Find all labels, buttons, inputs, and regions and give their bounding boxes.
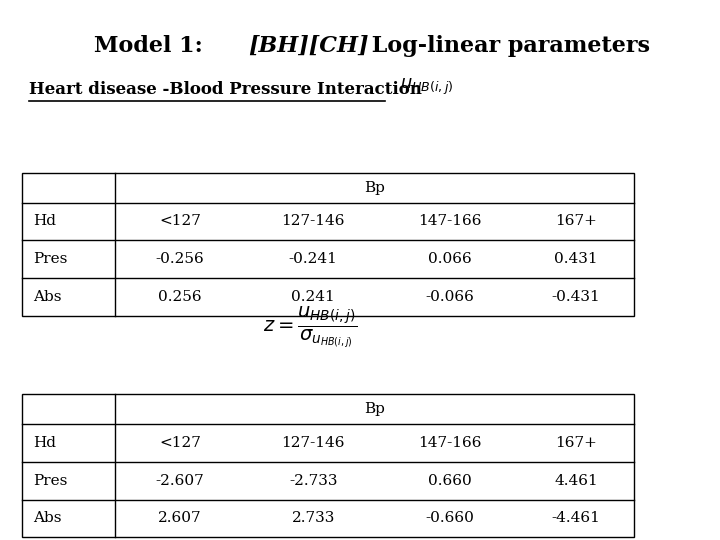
Text: -0.660: -0.660 bbox=[426, 511, 474, 525]
Text: -0.066: -0.066 bbox=[426, 290, 474, 304]
Text: Model 1:: Model 1: bbox=[94, 35, 210, 57]
Text: -2.607: -2.607 bbox=[156, 474, 204, 488]
Text: 127-146: 127-146 bbox=[282, 436, 345, 450]
Text: $u_{HB(i,j)}$: $u_{HB(i,j)}$ bbox=[400, 76, 454, 97]
Text: [BH][CH]: [BH][CH] bbox=[248, 35, 369, 57]
Text: 2.607: 2.607 bbox=[158, 511, 202, 525]
Text: 2.733: 2.733 bbox=[292, 511, 335, 525]
Text: <127: <127 bbox=[159, 214, 201, 228]
Text: -0.431: -0.431 bbox=[552, 290, 600, 304]
Text: 127-146: 127-146 bbox=[282, 214, 345, 228]
Text: 167+: 167+ bbox=[555, 214, 597, 228]
Text: -0.241: -0.241 bbox=[289, 252, 338, 266]
Bar bbox=[22, 173, 634, 316]
Text: 0.256: 0.256 bbox=[158, 290, 202, 304]
Text: 0.660: 0.660 bbox=[428, 474, 472, 488]
Text: 147-166: 147-166 bbox=[418, 214, 482, 228]
Text: Bp: Bp bbox=[364, 402, 384, 416]
Text: 147-166: 147-166 bbox=[418, 436, 482, 450]
Text: Log-linear parameters: Log-linear parameters bbox=[364, 35, 649, 57]
Text: Pres: Pres bbox=[33, 252, 67, 266]
Text: 0.241: 0.241 bbox=[292, 290, 335, 304]
Text: 4.461: 4.461 bbox=[554, 474, 598, 488]
Text: -4.461: -4.461 bbox=[552, 511, 600, 525]
Text: <127: <127 bbox=[159, 436, 201, 450]
Text: Abs: Abs bbox=[33, 511, 61, 525]
Text: Heart disease -Blood Pressure Interaction: Heart disease -Blood Pressure Interactio… bbox=[29, 80, 422, 98]
Text: 167+: 167+ bbox=[555, 436, 597, 450]
Text: $z = \dfrac{u_{HB(i,j)}}{\sigma_{u_{HB(i,j)}}}$: $z = \dfrac{u_{HB(i,j)}}{\sigma_{u_{HB(i… bbox=[263, 304, 356, 349]
Text: Pres: Pres bbox=[33, 474, 67, 488]
Text: 0.066: 0.066 bbox=[428, 252, 472, 266]
Text: -0.256: -0.256 bbox=[156, 252, 204, 266]
Text: Abs: Abs bbox=[33, 290, 61, 304]
Text: -2.733: -2.733 bbox=[289, 474, 338, 488]
Text: Hd: Hd bbox=[33, 436, 56, 450]
Bar bbox=[22, 394, 634, 537]
Text: Hd: Hd bbox=[33, 214, 56, 228]
Text: Bp: Bp bbox=[364, 181, 384, 194]
Text: 0.431: 0.431 bbox=[554, 252, 598, 266]
